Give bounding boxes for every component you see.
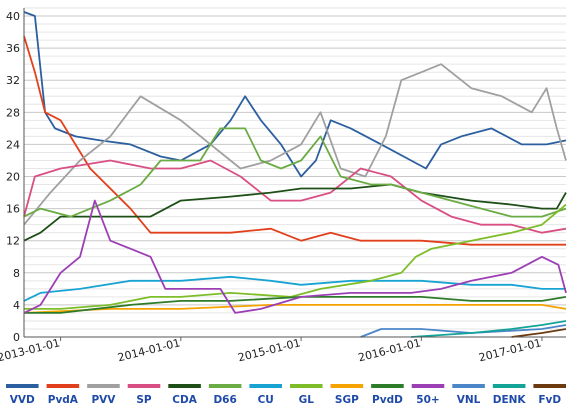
series-line-d66: [23, 127, 567, 218]
y-tick-label: 4: [13, 299, 20, 312]
legend-swatch: [46, 384, 80, 388]
y-tick-label: 28: [6, 106, 20, 119]
legend-label: SGP: [335, 394, 359, 406]
y-tick-label: 40: [6, 10, 20, 23]
legend-label: GL: [299, 394, 315, 406]
axes: [23, 8, 566, 338]
series-line-pvda: [23, 35, 566, 246]
y-tick-label: 0: [13, 331, 20, 344]
legend-swatch: [208, 384, 242, 388]
legend-swatch: [330, 384, 364, 388]
legend-swatch: [127, 384, 161, 388]
plot-area: [24, 8, 566, 337]
x-tick-label: 2015-01-01: [237, 336, 302, 364]
legend-swatch: [6, 384, 39, 388]
x-tick-label: 2013-01-01: [0, 336, 61, 364]
legend-label: VNL: [457, 394, 481, 406]
series-line-denk: [411, 320, 567, 338]
series-line-cu: [23, 275, 566, 302]
x-tick-label: 2016-01-01: [357, 336, 422, 364]
legend-label: D66: [213, 394, 236, 406]
y-tick-label: 24: [6, 138, 20, 151]
legend-swatch: [533, 384, 566, 388]
y-tick-label: 8: [13, 267, 20, 280]
legend-swatch: [87, 384, 120, 388]
legend-label: CU: [258, 394, 274, 406]
legend-label: FvD: [538, 394, 561, 406]
series-line-vvd: [23, 11, 567, 178]
legend-label: PvdA: [48, 394, 79, 406]
series-line-50: [23, 199, 567, 314]
series-line-fvd: [511, 328, 567, 338]
legend-label: DENK: [493, 394, 527, 406]
x-tick-label: 2017-01-01: [477, 336, 542, 364]
y-tick-label: 20: [6, 171, 20, 184]
legend-label: VVD: [10, 394, 35, 406]
legend-label: PVV: [91, 394, 116, 406]
legend-swatch: [411, 384, 445, 388]
series-lines: [23, 11, 567, 338]
grid-lines: [24, 7, 566, 338]
legend-label: CDA: [172, 394, 197, 406]
legend-swatch: [452, 384, 485, 388]
y-axis-ticks: 0 4 8 12 16 20 24 28 32 36 40: [6, 10, 20, 344]
series-line-vnl: [360, 324, 567, 338]
series-line-gl: [24, 203, 567, 310]
series-line-sp: [23, 159, 567, 234]
legend-swatch: [371, 384, 404, 388]
y-tick-label: 32: [6, 74, 20, 87]
series-line-pvv: [23, 63, 567, 226]
x-tick-label: 2014-01-01: [116, 336, 181, 364]
series-line-cda: [23, 183, 567, 242]
legend-label: PvdD: [372, 394, 403, 406]
legend-swatch: [492, 384, 526, 388]
x-axis-ticks: 2013-01-01 2014-01-01 2015-01-01 2016-01-01…: [0, 336, 543, 364]
legend-label: 50+: [416, 394, 439, 406]
legend-label: SP: [136, 394, 152, 406]
legend-swatch: [249, 384, 282, 388]
series-line-sgp: [23, 303, 567, 314]
y-tick-label: 36: [6, 42, 20, 55]
legend: VVD PvdA PVV SP CDA D66 CU GL SGP PvdD 50+ VNL DENK F…: [6, 384, 566, 406]
legend-swatch: [168, 384, 201, 388]
legend-swatch: [290, 384, 323, 388]
y-tick-label: 16: [6, 203, 20, 216]
y-tick-label: 12: [6, 235, 20, 248]
